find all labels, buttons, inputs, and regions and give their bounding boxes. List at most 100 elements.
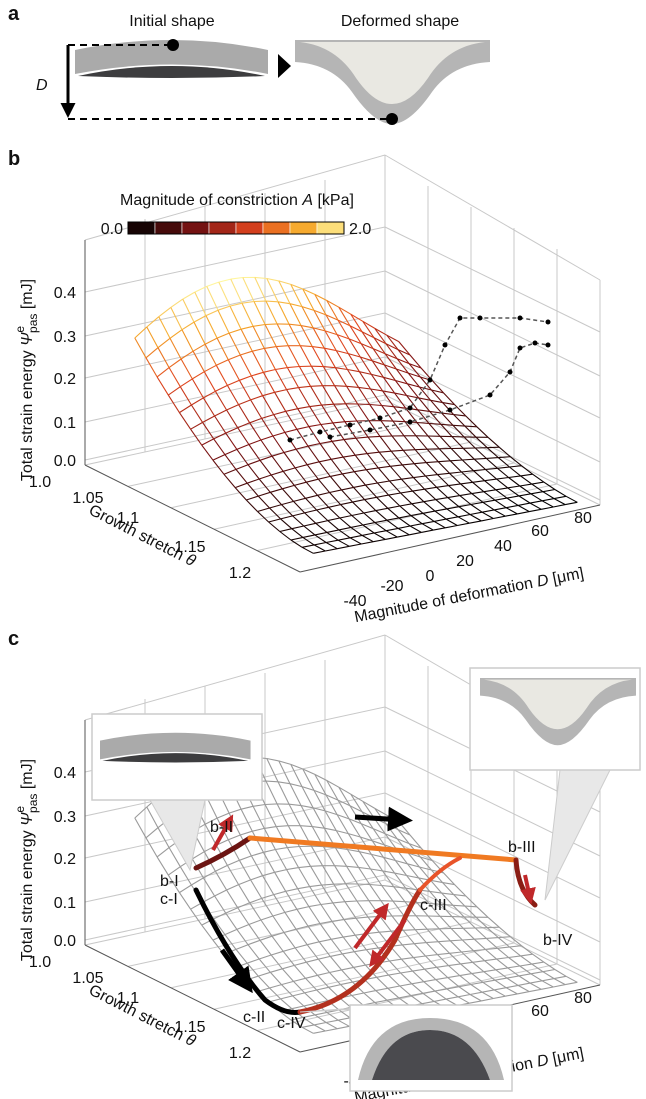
mesh-line [268, 521, 281, 532]
mesh-line [294, 481, 307, 486]
mesh-line [338, 1009, 351, 1019]
mesh-line [414, 929, 427, 943]
mesh-line [408, 372, 421, 378]
mesh-line [308, 906, 321, 924]
mesh-line [464, 905, 477, 908]
d-axis-label-part: [μm] [547, 1045, 585, 1069]
frame-line [384, 792, 601, 899]
mesh-line [396, 358, 409, 374]
mesh-line [360, 823, 374, 830]
mesh-line [281, 984, 293, 997]
mesh-line [321, 884, 334, 904]
mesh-line [445, 518, 458, 526]
mesh-line [293, 981, 305, 994]
mesh-line [450, 448, 463, 461]
mesh-line [322, 865, 335, 885]
mesh-line [341, 966, 354, 971]
mesh-line [246, 495, 259, 501]
theta-tick-label: 1.2 [229, 1045, 251, 1062]
mesh-line [363, 990, 376, 994]
mesh-line [298, 867, 311, 887]
mesh-line [529, 980, 543, 984]
z-axis-label-part: Total strain energy [19, 346, 36, 481]
mesh-line [343, 934, 356, 938]
mesh-line [459, 975, 472, 985]
mesh-line [236, 929, 249, 946]
mesh-line [452, 424, 465, 438]
mesh-line [298, 366, 312, 387]
mesh-line [342, 951, 355, 955]
mesh-line [409, 525, 422, 533]
mesh-line [450, 939, 463, 942]
mesh-line [300, 825, 313, 828]
mesh-line [436, 966, 449, 979]
mesh-line [493, 989, 506, 997]
mesh-line [332, 422, 345, 440]
mesh-line [259, 954, 272, 960]
mesh-line [389, 960, 402, 974]
mesh-line [397, 534, 410, 538]
mesh-line [493, 509, 506, 517]
mesh-line [419, 386, 432, 391]
mesh-line [349, 543, 362, 547]
mesh-line [380, 420, 393, 437]
mesh-line [300, 805, 313, 827]
mesh-line [508, 957, 521, 967]
mesh-line [410, 995, 423, 1005]
annotation: c-IV [277, 1015, 306, 1032]
mesh-line [346, 386, 359, 405]
mesh-line [295, 928, 308, 946]
mesh-line [486, 447, 499, 459]
mesh-line [448, 963, 461, 967]
mesh-line [266, 758, 279, 783]
mesh-line [462, 927, 475, 940]
mesh-line [442, 882, 455, 895]
mesh-line [350, 313, 364, 322]
mesh-line [269, 507, 281, 520]
mesh-line [357, 403, 370, 406]
mesh-line [517, 991, 530, 995]
mesh-line [265, 780, 279, 783]
mesh-line [325, 794, 339, 801]
mesh-line [411, 501, 424, 505]
mesh-line [156, 376, 169, 396]
z-tick-label: 0.4 [54, 285, 76, 302]
mesh-line [542, 968, 555, 973]
mesh-line [217, 305, 231, 311]
mesh-line [384, 353, 397, 370]
annotation: c-I [160, 891, 178, 908]
mesh-line [134, 337, 147, 359]
mesh-line [521, 465, 533, 475]
mesh-line [204, 337, 218, 345]
mesh-line [274, 869, 287, 873]
mesh-line [252, 827, 265, 832]
mesh-line [481, 509, 495, 513]
annotation: b-I [160, 873, 179, 890]
mesh-line [424, 968, 437, 981]
mesh-line [317, 974, 330, 988]
mesh-line [438, 928, 451, 942]
mesh-line [422, 990, 435, 994]
mesh-line [462, 938, 475, 941]
mesh-line [430, 399, 443, 404]
d-tick-label: 20 [456, 553, 474, 570]
mesh-line [248, 444, 261, 461]
mesh-line [366, 467, 379, 471]
trajectory-point [377, 415, 383, 421]
mesh-line [360, 836, 373, 842]
mesh-line [418, 386, 432, 401]
mesh-line [338, 306, 352, 315]
mesh-line [461, 471, 473, 483]
mesh-line [314, 531, 328, 536]
mesh-line [367, 931, 380, 935]
mesh-line [272, 915, 285, 933]
mesh-line [382, 390, 395, 408]
mesh-line [269, 984, 282, 989]
marker-dot [386, 113, 398, 125]
frame-line [384, 356, 601, 463]
mesh-line [259, 459, 272, 476]
mesh-line [431, 380, 444, 394]
mesh-line [531, 963, 544, 973]
mesh-line [416, 422, 429, 437]
mesh-line [146, 316, 160, 328]
